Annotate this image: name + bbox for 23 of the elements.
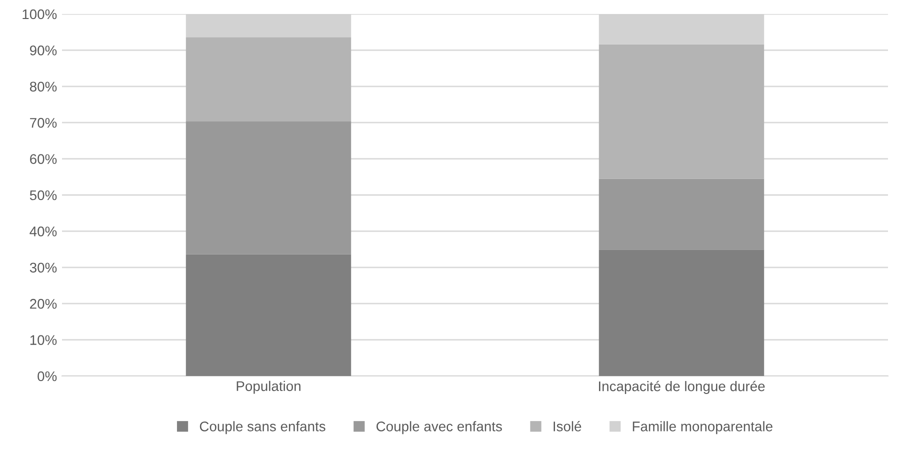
bar bbox=[186, 121, 352, 254]
bar bbox=[186, 37, 352, 122]
y-tick-label: 100% bbox=[22, 9, 57, 20]
y-tick-label: 10% bbox=[30, 335, 57, 345]
legend-label: Famille monoparentale bbox=[632, 421, 772, 434]
y-tick-label: 80% bbox=[30, 82, 57, 92]
y-tick-label: 90% bbox=[30, 46, 57, 56]
legend-label: Couple avec enfants bbox=[376, 421, 502, 434]
y-tick-label: 70% bbox=[30, 118, 57, 128]
bar bbox=[598, 44, 764, 179]
y-tick-label: 20% bbox=[30, 298, 57, 309]
bar bbox=[598, 178, 764, 250]
bar bbox=[598, 250, 764, 376]
x-tick-label: Incapacité de longue durée bbox=[599, 380, 765, 394]
y-tick-label: 30% bbox=[30, 262, 57, 273]
x-tick-label: Population bbox=[236, 380, 300, 394]
y-tick-label: 60% bbox=[30, 154, 57, 164]
legend-label: Isolé bbox=[554, 420, 582, 432]
y-tick-label: 50% bbox=[30, 190, 57, 200]
y-tick-label: 0% bbox=[38, 371, 57, 382]
legend-label: Couple sans enfants bbox=[200, 421, 326, 434]
y-tick-label: 40% bbox=[30, 226, 57, 236]
bar bbox=[186, 254, 352, 376]
